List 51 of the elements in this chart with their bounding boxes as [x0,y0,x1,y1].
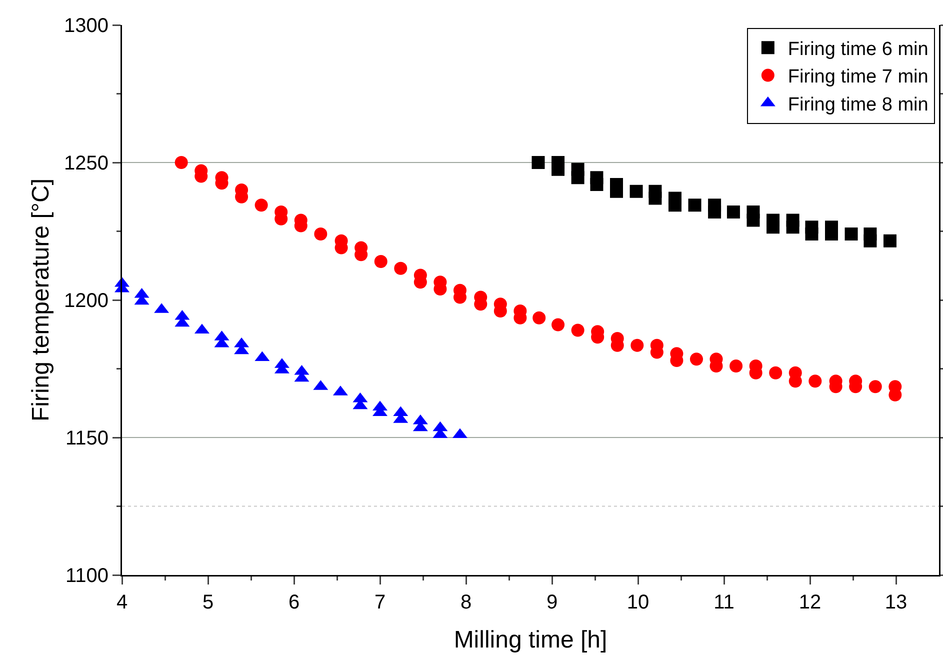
point [648,192,662,205]
point [868,380,882,394]
point [254,198,268,212]
point [746,214,760,227]
point [726,206,740,218]
point [769,366,782,380]
legend-label: Firing time 6 min [788,39,928,60]
point [690,352,703,366]
x-tick-label: 5 [202,592,214,614]
point [590,178,604,191]
x-tick-label: 12 [798,592,822,614]
y-tick-label: 1100 [65,565,108,587]
point [532,156,545,169]
point [571,171,584,184]
x-tick-label: 13 [884,592,908,614]
legend-label: Firing time 7 min [788,66,928,88]
point [805,228,818,240]
y-tick-label: 1250 [64,152,108,174]
point [766,220,780,234]
point [786,220,800,234]
y-tick-label: 1150 [65,428,108,450]
y-tick-label: 1200 [64,290,108,312]
point [174,156,188,169]
x-tick-label: 9 [546,592,558,614]
x-tick-label: 7 [374,592,386,614]
point [688,198,702,212]
x-tick-label: 6 [288,592,300,614]
point [374,255,388,268]
x-axis-title: Milling time [h] [454,626,608,654]
point [883,234,896,248]
point [668,198,682,212]
x-tick-label: 11 [714,592,734,614]
point [630,184,643,198]
point [314,228,328,240]
point [552,318,565,332]
point [808,374,822,388]
point [730,360,743,372]
point [532,311,546,324]
x-tick-label: 4 [116,592,128,614]
point [864,234,877,248]
x-tick-label: 8 [460,592,472,614]
point [630,338,644,352]
point [708,206,722,218]
x-tick-label: 10 [626,592,650,614]
legend-label: Firing time 8 min [788,94,928,116]
y-axis-title: Firing temperature [°C] [27,178,54,422]
point [552,162,565,176]
point [571,324,584,337]
y-tick-label: 1300 [64,15,108,37]
point [844,228,858,240]
point [394,262,408,275]
